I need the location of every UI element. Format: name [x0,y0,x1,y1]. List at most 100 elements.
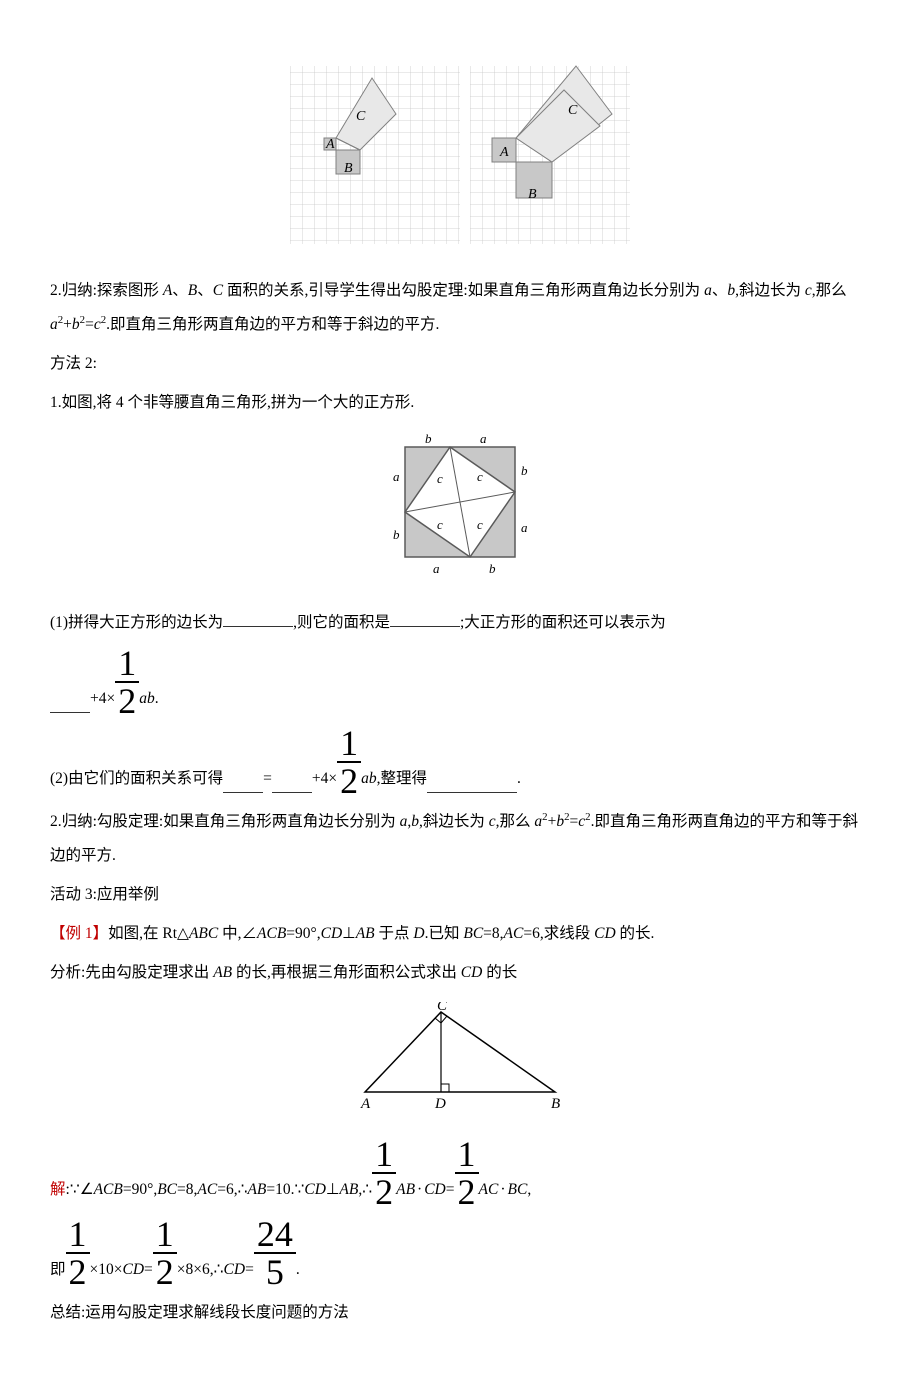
fraction-half: 1 2 [372,1136,396,1210]
figure-grid-squares: A B C A B C [50,60,870,262]
text: ,∴ [358,1173,372,1206]
text: =90°, [123,1173,157,1206]
var-AC: AC [504,925,524,942]
text: =10.∵ [266,1173,304,1206]
svg-text:a: a [433,561,440,576]
figure-tilted-square: b a a b b a a b c c c c [50,432,870,594]
var-CD: CD [461,964,483,981]
svg-text:b: b [425,432,432,446]
text: =8, [177,1173,197,1206]
numerator: 1 [455,1136,479,1172]
fraction-half: 1 2 [153,1216,177,1290]
summary: 总结:运用勾股定理求解线段长度问题的方法 [50,1296,870,1329]
eq: = [446,1173,455,1206]
text: .即直角三角形两直角边的平方和等于斜边的平方. [106,316,439,333]
text: ,整理得 [377,762,427,795]
svg-text:b: b [521,463,528,478]
numerator: 1 [153,1216,177,1252]
text: =8, [483,925,503,942]
text: 中,∠ [218,925,257,942]
svg-text:b: b [489,561,496,576]
text: ,那么 [496,813,535,830]
paragraph-guinap-1: 2.归纳:探索图形 A、B、C 面积的关系,引导学生得出勾股定理:如果直角三角形… [50,274,870,341]
svg-text:D: D [434,1096,446,1112]
numerator: 1 [372,1136,396,1172]
svg-text:C: C [437,1002,448,1014]
var-BC: BC [463,925,483,942]
fraction-half: 1 2 [115,645,139,719]
var-CD: CD [321,925,343,942]
var-ab: ab [361,762,377,795]
denominator: 2 [153,1252,177,1290]
activity-3-heading: 活动 3:应用举例 [50,878,870,911]
blank [223,611,293,627]
fraction-half: 1 2 [337,725,361,799]
eq: = [85,316,94,333]
svg-text:B: B [551,1096,560,1112]
solution-tag: 解 [50,1173,66,1206]
text: (2)由它们的面积关系可得 [50,762,223,795]
blank [390,611,460,627]
svg-text:A: A [499,145,509,160]
var-ab: ab [139,682,155,715]
var-AB: AB [213,964,232,981]
denominator: 2 [455,1172,479,1210]
fraction-half: 1 2 [455,1136,479,1210]
text: 面积的关系,引导学生得出勾股定理:如果直角三角形两直角边长分别为 [223,282,704,299]
var-AB: AB [356,925,375,942]
var-D: D [413,925,424,942]
var-b: b [727,282,735,299]
text: .已知 [425,925,464,942]
text: ⊥ [342,925,356,942]
eq: = [245,1253,254,1286]
paragraph-guinap-2: 2.归纳:勾股定理:如果直角三角形两直角边长分别为 a,b,斜边长为 c,那么 … [50,805,870,872]
eq-b: b [556,813,564,830]
denominator: 2 [337,761,361,799]
var-A: A [163,282,172,299]
var-BC: BC [157,1173,177,1206]
numerator: 1 [66,1216,90,1252]
eq: = [144,1253,153,1286]
text: ;大正方形的面积还可以表示为 [460,614,666,631]
svg-text:A: A [325,137,335,152]
var-CD: CD [224,1253,246,1286]
var-AC: AC [197,1173,217,1206]
svg-text:a: a [480,432,487,446]
svg-text:b: b [393,527,400,542]
var-ABC: ABC [189,925,218,942]
denominator: 2 [372,1172,396,1210]
text: . [517,762,521,795]
analysis: 分析:先由勾股定理求出 AB 的长,再根据三角形面积公式求出 CD 的长 [50,956,870,989]
svg-text:c: c [477,469,483,484]
text: ,斜边长为 [419,813,489,830]
text: . [296,1253,300,1286]
svg-text:C: C [356,109,366,124]
dot: · [498,1173,507,1206]
text: =6,求线段 [523,925,594,942]
question-1-line1: (1)拼得大正方形的边长为,则它的面积是;大正方形的面积还可以表示为 [50,606,870,639]
figure-right-triangle: A D B C [50,1002,870,1124]
plus: + [63,316,72,333]
text: ∵∠ [70,1173,94,1206]
svg-text:c: c [437,517,443,532]
example-1: 【例 1】如图,在 Rt△ABC 中,∠ACB=90°,CD⊥AB 于点 D.已… [50,917,870,950]
svg-text:c: c [477,517,483,532]
example-tag: 【例 1】 [50,925,108,942]
text: =6,∴ [217,1173,247,1206]
text: 2.归纳:勾股定理:如果直角三角形两直角边长分别为 [50,813,400,830]
text: 的长,再根据三角形面积公式求出 [232,964,461,981]
solution-line2: 即 1 2 ×10×CD= 1 2 ×8×6,∴CD= 24 5 . [50,1216,870,1290]
text: ,则它的面积是 [293,614,390,631]
text: 即 [50,1253,66,1286]
var-B: B [188,282,197,299]
var-a: a [704,282,712,299]
text: . [155,682,159,715]
step-1-text: 1.如图,将 4 个非等腰直角三角形,拼为一个大的正方形. [50,386,870,419]
text: =90°, [286,925,320,942]
fraction-half: 1 2 [66,1216,90,1290]
text: 于点 [375,925,414,942]
denominator: 2 [115,681,139,719]
var-CD: CD [594,925,616,942]
svg-text:C: C [568,103,578,118]
var-c: c [489,813,496,830]
